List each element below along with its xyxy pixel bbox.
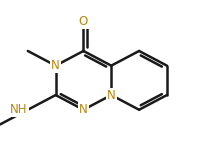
Text: N: N: [51, 59, 60, 72]
Text: N: N: [79, 103, 88, 116]
Text: O: O: [79, 15, 88, 28]
Text: NH: NH: [10, 103, 28, 116]
Text: N: N: [107, 88, 116, 102]
